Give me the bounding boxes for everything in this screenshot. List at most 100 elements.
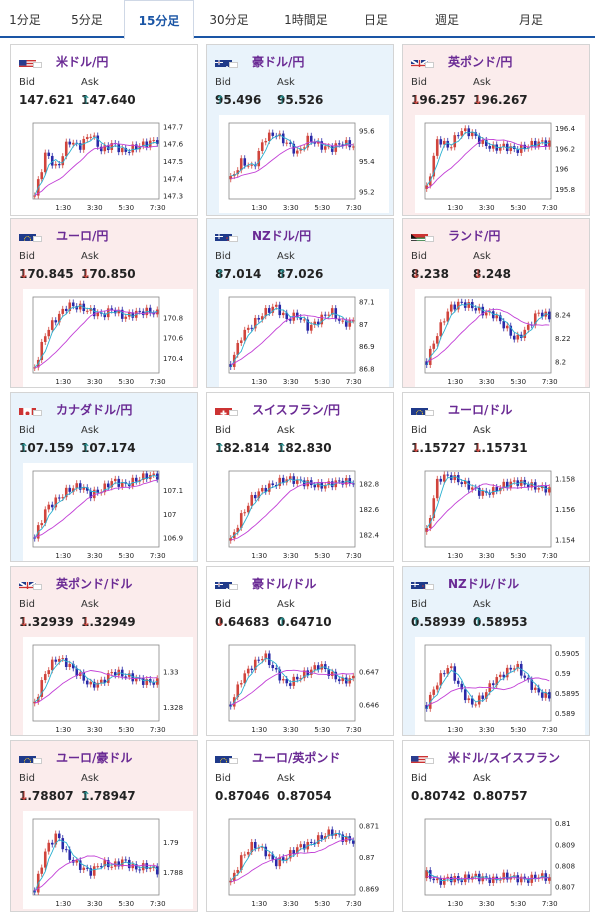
mini-chart[interactable]: 196.4 196.2 196 195.8 1:30 3:30 5:30 7:30 [415,115,585,213]
pair-name[interactable]: 米ドル/円 [56,54,109,69]
y-tick-label: 1.328 [163,704,183,712]
card-title[interactable]: ランド/円 [411,227,500,243]
ma-short-line [34,659,158,703]
candle-body [239,855,243,871]
mini-chart[interactable]: 107.1 107 106.9 1:30 3:30 5:30 7:30 [23,463,193,561]
candle-body [299,678,303,680]
ma-long-line [230,669,354,706]
tab-3[interactable]: 30分足 [209,13,249,27]
candle-body [54,659,58,662]
card-title[interactable]: NZドル/ドル [411,575,519,591]
pair-name[interactable]: ユーロ/ドル [448,402,513,417]
card-title[interactable]: カナダドル/円 [19,401,132,417]
tab-4[interactable]: 1時間足 [284,13,328,27]
mini-chart[interactable]: 147.7 147.6 147.5 147.4 147.3 1:30 3:30 5:30 7:3… [23,115,193,213]
mini-chart[interactable]: 182.8 182.6 182.4 1:30 3:30 5:30 7:30 [219,463,389,561]
tab-6[interactable]: 週足 [434,13,459,27]
pair-name[interactable]: NZドル/円 [252,228,312,243]
card-title[interactable]: ユーロ/英ポンド [215,749,340,765]
rate-card[interactable]: NZドル/ドル Bid Ask ↑ 0.58939 ↑ 0.58953 0.5905 0.59 0… [402,566,590,736]
candle-body [502,321,506,329]
mini-chart[interactable]: 1.33 1.328 1:30 3:30 5:30 7:30 [23,637,193,735]
candle-body [253,494,257,499]
candle-body [449,876,453,883]
pair-name[interactable]: ユーロ/英ポンド [252,750,341,765]
pair-name[interactable]: 米ドル/スイスフラン [448,750,561,765]
card-title[interactable]: 豪ドル/円 [215,53,304,69]
mini-chart[interactable]: 87.1 87 86.9 86.8 1:30 3:30 5:30 7:30 [219,289,389,387]
rate-card[interactable]: ユーロ/英ポンド Bid Ask 0.87046 0.87054 0.871 0.87 0.8… [206,740,394,912]
candle-body [516,480,520,486]
tab-7[interactable]: 月足 [518,13,543,27]
card-title[interactable]: 米ドル/円 [19,53,108,69]
card-title[interactable]: 豪ドル/ドル [215,575,316,591]
card-title[interactable]: 米ドル/スイスフラン [411,749,560,765]
rate-card[interactable]: カナダドル/円 Bid Ask ↑ 107.159 ↑ 107.174 107.1 107 106… [10,392,198,562]
rate-card[interactable]: 英ポンド/円 Bid Ask ↓ 196.257 ↓ 196.267 196.4 196.2 19… [402,44,590,216]
rate-card[interactable]: 豪ドル/ドル Bid Ask ↓ 0.64683 ↑ 0.64710 0.647 0.646 1:… [206,566,394,736]
candle-body [236,527,240,533]
mini-chart[interactable]: 1.158 1.156 1.154 1:30 3:30 5:30 7:30 [415,463,585,561]
mini-chart[interactable]: 0.647 0.646 1:30 3:30 5:30 7:30 [219,637,389,735]
pair-name[interactable]: ランド/円 [448,228,501,243]
candle-body [334,308,338,319]
candle-body [442,474,446,482]
candle-body [85,310,89,312]
up-arrow-icon: ↑ [81,789,92,803]
card-title[interactable]: ユーロ/ドル [411,401,512,417]
candle-body [453,135,457,148]
pair-name[interactable]: NZドル/ドル [448,576,520,591]
us-flag-icon [411,752,428,763]
mini-chart[interactable]: 8.24 8.22 8.2 1:30 3:30 5:30 7:30 [415,289,585,387]
mini-chart[interactable]: 1.79 1.788 1:30 3:30 5:30 7:30 [23,811,193,909]
pair-name[interactable]: 英ポンド/ドル [56,576,133,591]
tab-5[interactable]: 日足 [363,13,388,27]
pair-name[interactable]: カナダドル/円 [56,402,133,417]
candle-body [540,312,544,317]
ask-value-wrap: ↓ 1.15731 [473,441,528,455]
mini-chart[interactable]: 170.8 170.6 170.4 1:30 3:30 5:30 7:30 [23,289,193,387]
candle-body [320,314,324,325]
mini-chart[interactable]: 0.871 0.87 0.869 1:30 3:30 5:30 7:30 [219,811,389,909]
mini-chart[interactable]: 0.81 0.809 0.808 0.807 1:30 3:30 5:30 7:30 [415,811,585,909]
tab-2[interactable]: 15分足 [124,0,194,39]
pair-name[interactable]: 英ポンド/円 [448,54,513,69]
rate-card[interactable]: 米ドル/円 Bid Ask 147.621 ↑ 147.640 147.7 147.6 147.… [10,44,198,216]
rate-card[interactable]: 米ドル/スイスフラン Bid Ask 0.80742 0.80757 0.81 0.809 0… [402,740,590,912]
rate-card[interactable]: ユーロ/ドル Bid Ask ↓ 1.15727 ↓ 1.15731 1.158 1.156 1.… [402,392,590,562]
card-title[interactable]: スイスフラン/円 [215,401,340,417]
mini-chart[interactable]: 0.5905 0.59 0.5895 0.589 1:30 3:30 5:30 7:30 [415,637,585,735]
card-title[interactable]: 英ポンド/円 [411,53,512,69]
candle-body [509,146,513,152]
pair-name[interactable]: 豪ドル/ドル [252,576,317,591]
rate-card[interactable]: ユーロ/豪ドル Bid Ask ↓ 1.78807 ↑ 1.78947 1.79 1.788 1:… [10,740,198,912]
candle-body [145,863,149,870]
candle-body [50,320,54,330]
pair-name[interactable]: ユーロ/円 [56,228,109,243]
y-tick-label: 147.4 [163,175,184,183]
candle-body [540,140,544,142]
rate-card[interactable]: 英ポンド/ドル Bid Ask ↓ 1.32939 ↓ 1.32949 1.33 1.328 1:… [10,566,198,736]
pair-name[interactable]: ユーロ/豪ドル [56,750,133,765]
rate-card[interactable]: NZドル/円 Bid Ask ↑ 87.014 ↑ 87.026 87.1 87 86.9 86.8… [206,218,394,388]
candle-body [348,140,352,148]
pair-name[interactable]: 豪ドル/円 [252,54,305,69]
rate-card[interactable]: ユーロ/円 Bid Ask ↓ 170.845 ↓ 170.850 170.8 170.6 170… [10,218,198,388]
tab-0[interactable]: 1分足 [9,13,41,27]
card-title[interactable]: ユーロ/豪ドル [19,749,132,765]
pair-name[interactable]: スイスフラン/円 [252,402,341,417]
ch-flag-icon [425,758,434,764]
rate-card[interactable]: ランド/円 Bid Ask ↓ 8.238 ↓ 8.248 8.24 8.22 8.2 1:30 3:… [402,218,590,388]
x-tick-label: 3:30 [283,726,299,734]
card-title[interactable]: ユーロ/円 [19,227,108,243]
mini-chart[interactable]: 95.6 95.4 95.2 1:30 3:30 5:30 7:30 [219,115,389,213]
rate-card[interactable]: 豪ドル/円 Bid Ask ↑ 95.496 ↑ 95.526 95.6 95.4 95.2 1:3… [206,44,394,216]
candle-body [519,479,523,486]
rate-card[interactable]: スイスフラン/円 Bid Ask ↑ 182.814 ↑ 182.830 182.8 182.6… [206,392,394,562]
card-title[interactable]: NZドル/円 [215,227,311,243]
card-title[interactable]: 英ポンド/ドル [19,575,132,591]
candle-body [152,866,156,869]
candle-body [103,679,107,683]
candle-body [334,833,338,836]
tab-1[interactable]: 5分足 [71,13,103,27]
